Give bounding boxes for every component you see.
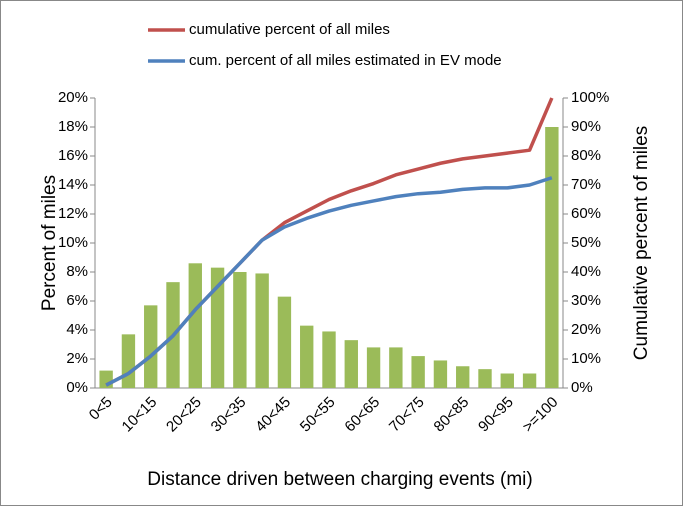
bar [366,347,381,388]
y2-tick-label: 90% [571,118,601,135]
y-tick-label: 12% [58,205,88,222]
bar [99,370,113,388]
y2-tick-label: 60% [571,205,601,222]
y-tick-label: 0% [66,379,88,396]
y-tick-label: 4% [66,321,88,338]
y2-tick-label: 100% [571,89,609,106]
y-tick-label: 18% [58,118,88,135]
bar [500,373,514,388]
bar [277,296,292,388]
bar [210,267,225,388]
bar [121,334,136,388]
y-tick-label: 6% [66,292,88,309]
y2-tick-label: 30% [571,292,601,309]
y-tick-label: 10% [58,234,88,251]
bar [389,347,403,388]
y2-axis-title: Cumulative percent of miles [631,126,652,360]
y2-tick-label: 40% [571,263,601,280]
y-tick-label: 20% [58,89,88,106]
y2-tick-label: 0% [571,379,593,396]
bar [478,369,492,388]
bar [522,373,537,388]
y2-tick-label: 10% [571,350,601,367]
y-tick-label: 2% [66,350,88,367]
bar [545,127,559,388]
bar [144,305,158,388]
bar [322,331,336,388]
legend-label: cumulative percent of all miles [189,21,390,38]
bar [255,273,269,388]
bar [188,263,202,388]
y-tick-label: 16% [58,147,88,164]
legend-label: cum. percent of all miles estimated in E… [189,52,502,69]
y-axis-title: Percent of miles [39,175,60,311]
bar [456,366,470,388]
y2-tick-label: 20% [571,321,601,338]
y-tick-label: 8% [66,263,88,280]
bar [233,272,247,388]
y-tick-label: 14% [58,176,88,193]
bar [433,360,448,388]
y2-tick-label: 50% [571,234,601,251]
x-axis-title: Distance driven between charging events … [147,469,532,490]
line-series [105,176,553,387]
y2-tick-label: 70% [571,176,601,193]
bar [411,356,425,388]
bar [300,325,314,388]
bar [344,340,358,388]
y2-tick-label: 80% [571,147,601,164]
